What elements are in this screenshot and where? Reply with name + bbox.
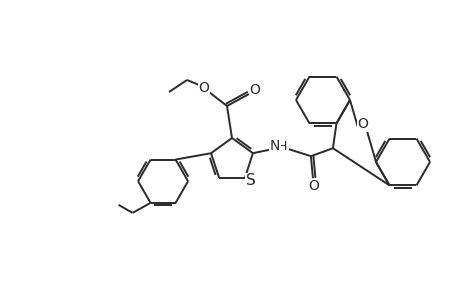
Text: O: O (249, 83, 260, 97)
Text: S: S (246, 173, 255, 188)
Text: H: H (278, 140, 287, 153)
Text: O: O (308, 179, 319, 193)
Text: N: N (269, 139, 280, 153)
Text: O: O (198, 81, 209, 95)
Text: O: O (357, 117, 368, 131)
